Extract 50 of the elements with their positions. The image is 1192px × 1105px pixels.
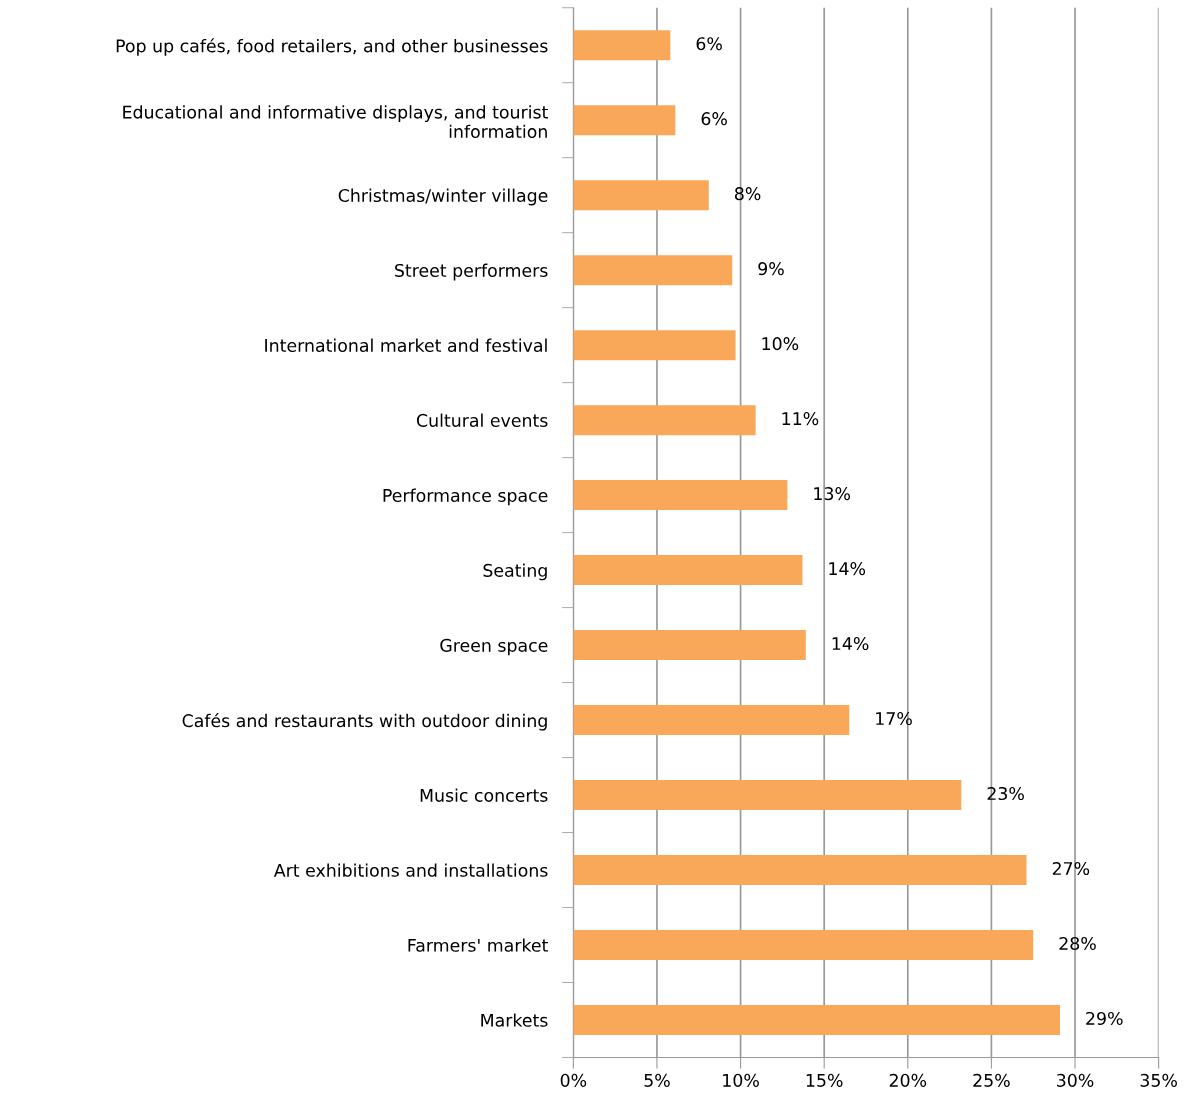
y-tick-label: Music concerts	[420, 788, 548, 802]
y-tick-label: Cafés and restaurants with outdoor dining	[182, 713, 547, 731]
bar	[573, 930, 1034, 961]
data-label: 29%	[1086, 1011, 1123, 1026]
y-tick-label: Seating	[483, 563, 547, 581]
bar	[573, 255, 733, 286]
bar	[573, 630, 806, 661]
y-tick-label: Pop up cafés, food retailers, and other businesses	[116, 38, 548, 56]
x-tick-label: 10%	[723, 1073, 759, 1087]
data-label: 8%	[734, 187, 761, 201]
y-tick-label: Farmers' market	[408, 938, 548, 952]
bar	[573, 555, 803, 586]
data-label: 9%	[758, 262, 784, 276]
y-tick-label: Christmas/winter village	[338, 188, 548, 206]
bar	[573, 705, 850, 736]
data-label: 10%	[762, 337, 799, 351]
data-label: 13%	[814, 487, 851, 501]
y-tick-label: Art exhibitions and installations	[273, 863, 548, 877]
y-tick-label: Cultural events	[416, 413, 548, 427]
bar	[573, 1005, 1060, 1035]
bar	[573, 780, 962, 811]
data-label: 28%	[1059, 936, 1096, 951]
y-tick-label: Green space	[440, 638, 548, 656]
data-label: 6%	[696, 37, 722, 51]
x-tick-label: 25%	[973, 1073, 1010, 1087]
x-tick-label: 0%	[560, 1073, 587, 1087]
y-tick-label: Markets	[481, 1013, 548, 1027]
data-label: 6%	[701, 112, 727, 126]
bar	[573, 30, 671, 61]
data-label: 14%	[832, 636, 869, 651]
y-tick-label: Street performers	[395, 263, 548, 281]
y-tick-label: Educational and informative displays, and tourist information	[123, 105, 548, 139]
bar	[573, 105, 676, 136]
x-tick-label: 30%	[1057, 1073, 1094, 1087]
data-label: 23%	[987, 786, 1024, 801]
bar	[573, 855, 1027, 886]
data-label: 11%	[782, 412, 819, 426]
data-label: 17%	[876, 711, 912, 726]
y-tick-label: Performance space	[383, 488, 548, 506]
data-label: 27%	[1052, 861, 1090, 876]
x-tick-label: 15%	[806, 1073, 843, 1087]
data-label: 14%	[829, 562, 866, 576]
y-tick-label: International market and festival	[265, 338, 547, 352]
x-tick-label: 5%	[644, 1073, 670, 1087]
bar	[573, 180, 709, 211]
x-tick-label: 20%	[889, 1073, 927, 1087]
bar	[573, 405, 756, 436]
x-tick-label: 35%	[1140, 1073, 1177, 1087]
bar	[573, 330, 736, 361]
bar	[573, 480, 788, 511]
